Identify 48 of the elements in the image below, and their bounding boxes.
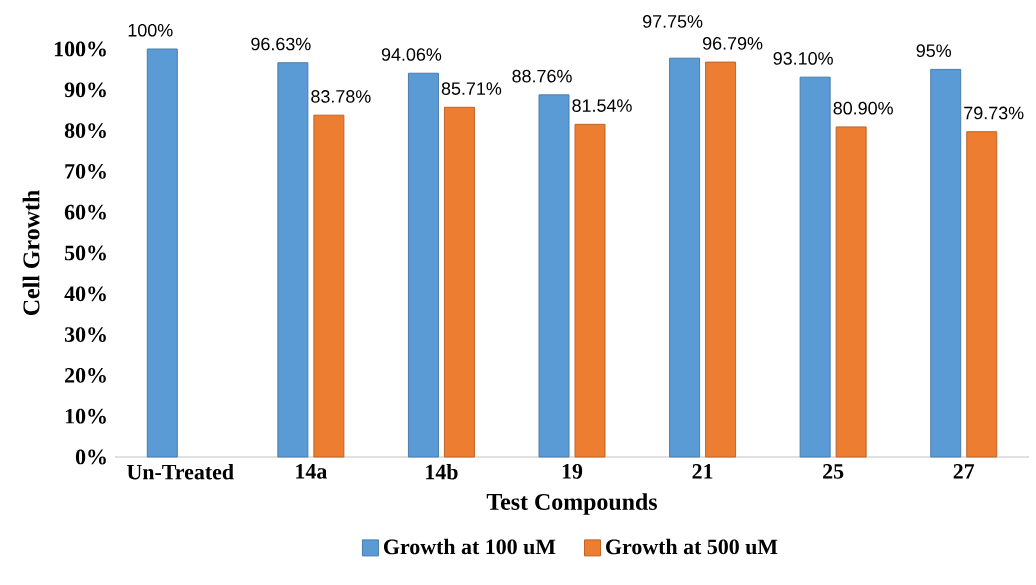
bar xyxy=(799,76,831,458)
bar xyxy=(538,94,570,458)
bar xyxy=(574,123,606,458)
data-label: 83.78% xyxy=(311,90,371,103)
bar xyxy=(277,62,309,458)
y-tick-label: 0% xyxy=(75,449,106,465)
y-tick-label: 10% xyxy=(65,408,106,424)
bar xyxy=(669,57,701,458)
y-tick-label: 80% xyxy=(64,123,106,139)
x-tick-label: 14a xyxy=(296,464,327,479)
y-axis-title: Cell Growth xyxy=(22,190,40,316)
data-label: 97.75% xyxy=(643,15,703,28)
x-tick-label: 25 xyxy=(823,464,844,479)
y-tick-label: 70% xyxy=(65,163,106,179)
data-label: 96.79% xyxy=(703,37,763,50)
legend-label: Growth at 100 uM xyxy=(383,538,556,555)
bar xyxy=(313,114,345,458)
data-label: 80.90% xyxy=(833,101,893,115)
data-label: 100% xyxy=(128,23,173,37)
x-tick-label: Un-Treated xyxy=(127,464,234,480)
data-label: 85.71% xyxy=(441,82,502,95)
y-tick-label: 40% xyxy=(64,286,106,302)
x-axis-title: Test Compounds xyxy=(486,493,657,515)
bar xyxy=(930,68,962,458)
data-label: 88.76% xyxy=(512,69,572,83)
y-tick-label: 60% xyxy=(64,204,106,220)
bar xyxy=(443,106,475,458)
y-tick-label: 50% xyxy=(65,245,106,261)
bar xyxy=(146,48,178,458)
data-label: 95% xyxy=(916,44,952,58)
bar xyxy=(835,126,867,458)
legend-label: Growth at 500 uM xyxy=(606,538,778,555)
data-label: 94.06% xyxy=(381,48,442,61)
data-label: 79.73% xyxy=(964,106,1024,120)
x-tick-label: 21 xyxy=(692,464,713,479)
data-label: 96.63% xyxy=(251,37,311,51)
y-tick-label: 30% xyxy=(64,327,106,343)
x-tick-label: 19 xyxy=(562,464,583,479)
bar xyxy=(966,131,998,458)
x-tick-label: 27 xyxy=(953,464,975,479)
data-label: 93.10% xyxy=(773,52,833,65)
y-tick-label: 100% xyxy=(54,41,106,57)
y-tick-label: 90% xyxy=(64,82,106,98)
data-label: 81.54% xyxy=(572,99,632,112)
y-tick-label: 20% xyxy=(65,367,106,383)
bar xyxy=(407,72,439,458)
bar xyxy=(705,61,737,458)
x-tick-label: 14b xyxy=(426,464,458,480)
